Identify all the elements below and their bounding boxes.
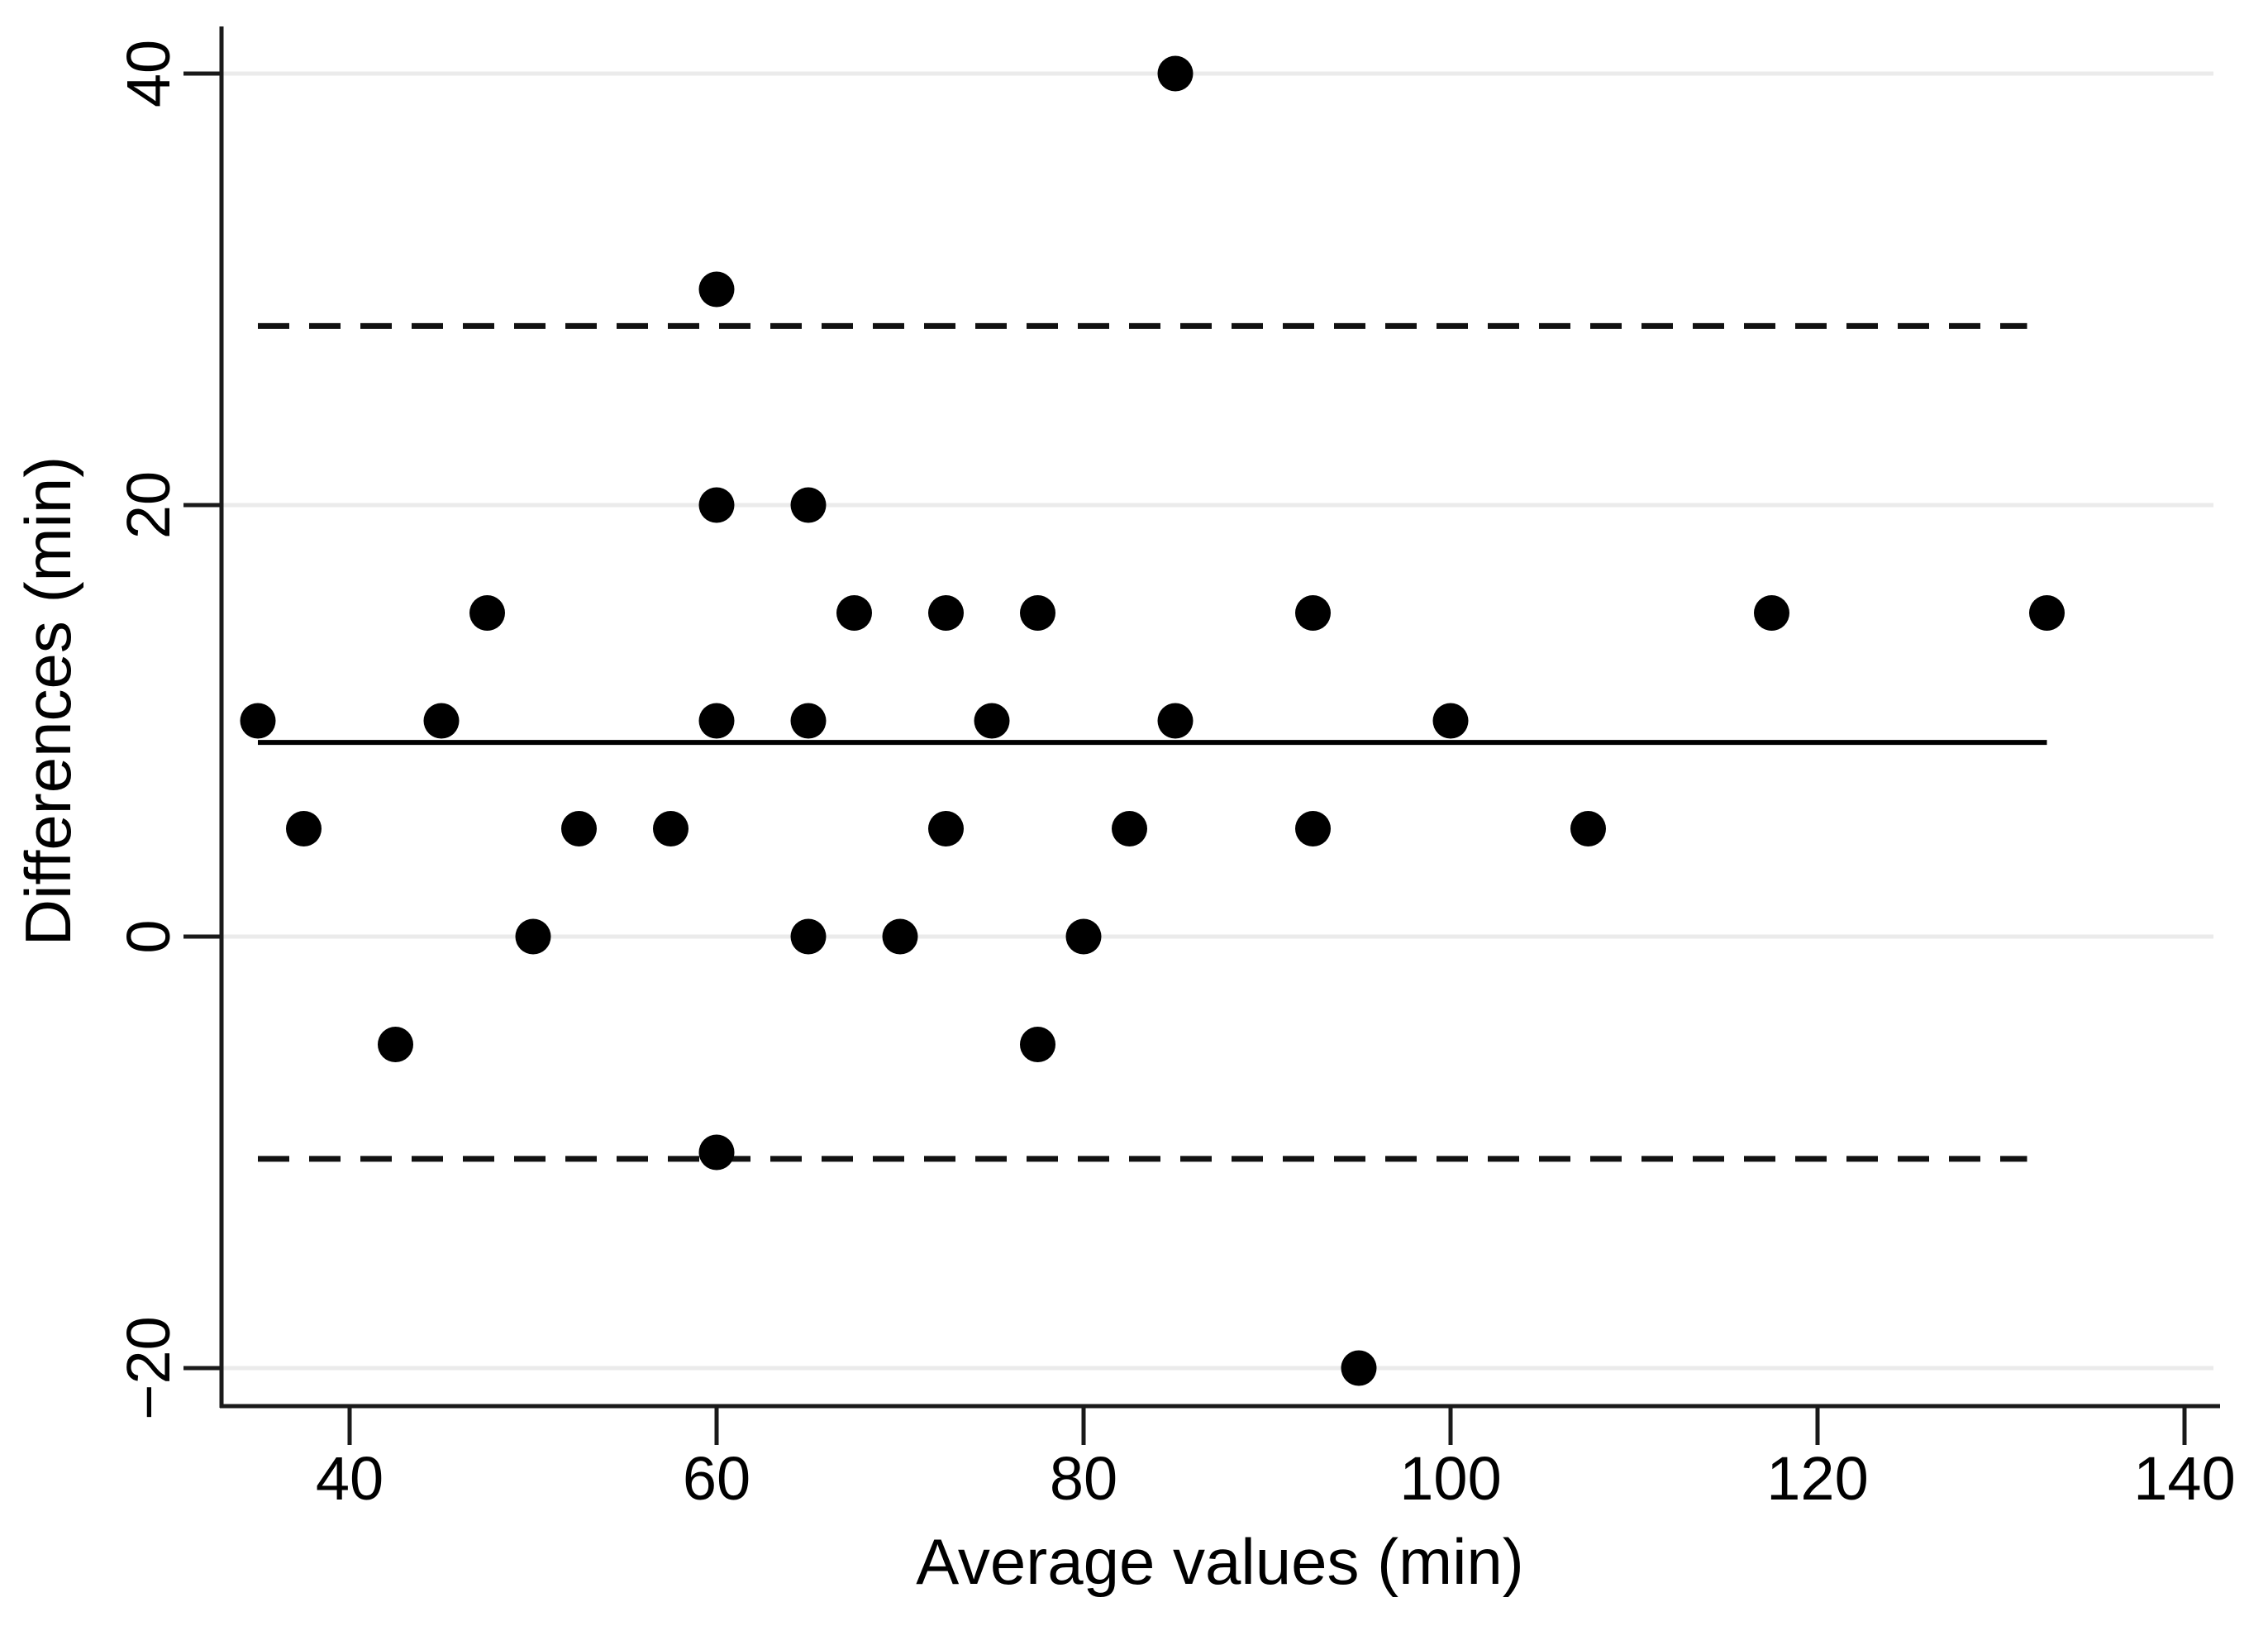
- x-tick-label-60: 60: [683, 1444, 750, 1513]
- data-point: [790, 703, 827, 739]
- data-point: [1570, 811, 1606, 846]
- y-tick-label-40: 40: [114, 40, 183, 107]
- data-point: [378, 1027, 413, 1062]
- data-point: [1020, 595, 1055, 631]
- data-point: [1157, 703, 1194, 739]
- data-point: [928, 811, 964, 846]
- data-point: [653, 811, 688, 846]
- data-point: [561, 811, 597, 846]
- x-tick-label-120: 120: [1766, 1444, 1868, 1513]
- data-point: [423, 703, 460, 739]
- data-point: [1295, 811, 1331, 846]
- data-point: [1432, 703, 1469, 739]
- data-point: [698, 271, 735, 308]
- x-tick-label-140: 140: [2133, 1444, 2235, 1513]
- data-point: [1020, 1027, 1055, 1062]
- data-point: [1157, 55, 1194, 92]
- plot-generated-layer: 40 20 0 −20 40 60 80 100 120 140: [114, 26, 2236, 1513]
- data-point: [836, 595, 872, 631]
- data-point: [286, 811, 322, 846]
- data-point: [1341, 1350, 1377, 1386]
- x-tick-label-40: 40: [316, 1444, 384, 1513]
- data-point: [515, 918, 551, 955]
- data-point: [1295, 595, 1331, 631]
- data-point: [698, 487, 735, 523]
- data-point: [790, 918, 827, 955]
- data-point: [240, 703, 276, 739]
- data-point: [790, 487, 827, 523]
- data-point: [882, 918, 918, 955]
- data-point: [1112, 811, 1147, 846]
- y-tick-label-−20: −20: [114, 1316, 183, 1420]
- data-point: [698, 703, 735, 739]
- x-axis-title: Average values (min): [916, 1525, 1524, 1598]
- y-tick-label-20: 20: [114, 471, 183, 539]
- data-point: [1754, 595, 1789, 631]
- y-tick-label-0: 0: [114, 919, 183, 953]
- data-point: [2029, 595, 2065, 631]
- data-point: [974, 703, 1010, 739]
- data-point: [1065, 918, 1102, 955]
- x-tick-label-80: 80: [1050, 1444, 1117, 1513]
- data-point: [698, 1134, 735, 1171]
- data-point: [469, 595, 505, 631]
- x-tick-label-100: 100: [1399, 1444, 1501, 1513]
- data-point: [928, 595, 964, 631]
- y-axis-title: Differences (min): [12, 456, 84, 946]
